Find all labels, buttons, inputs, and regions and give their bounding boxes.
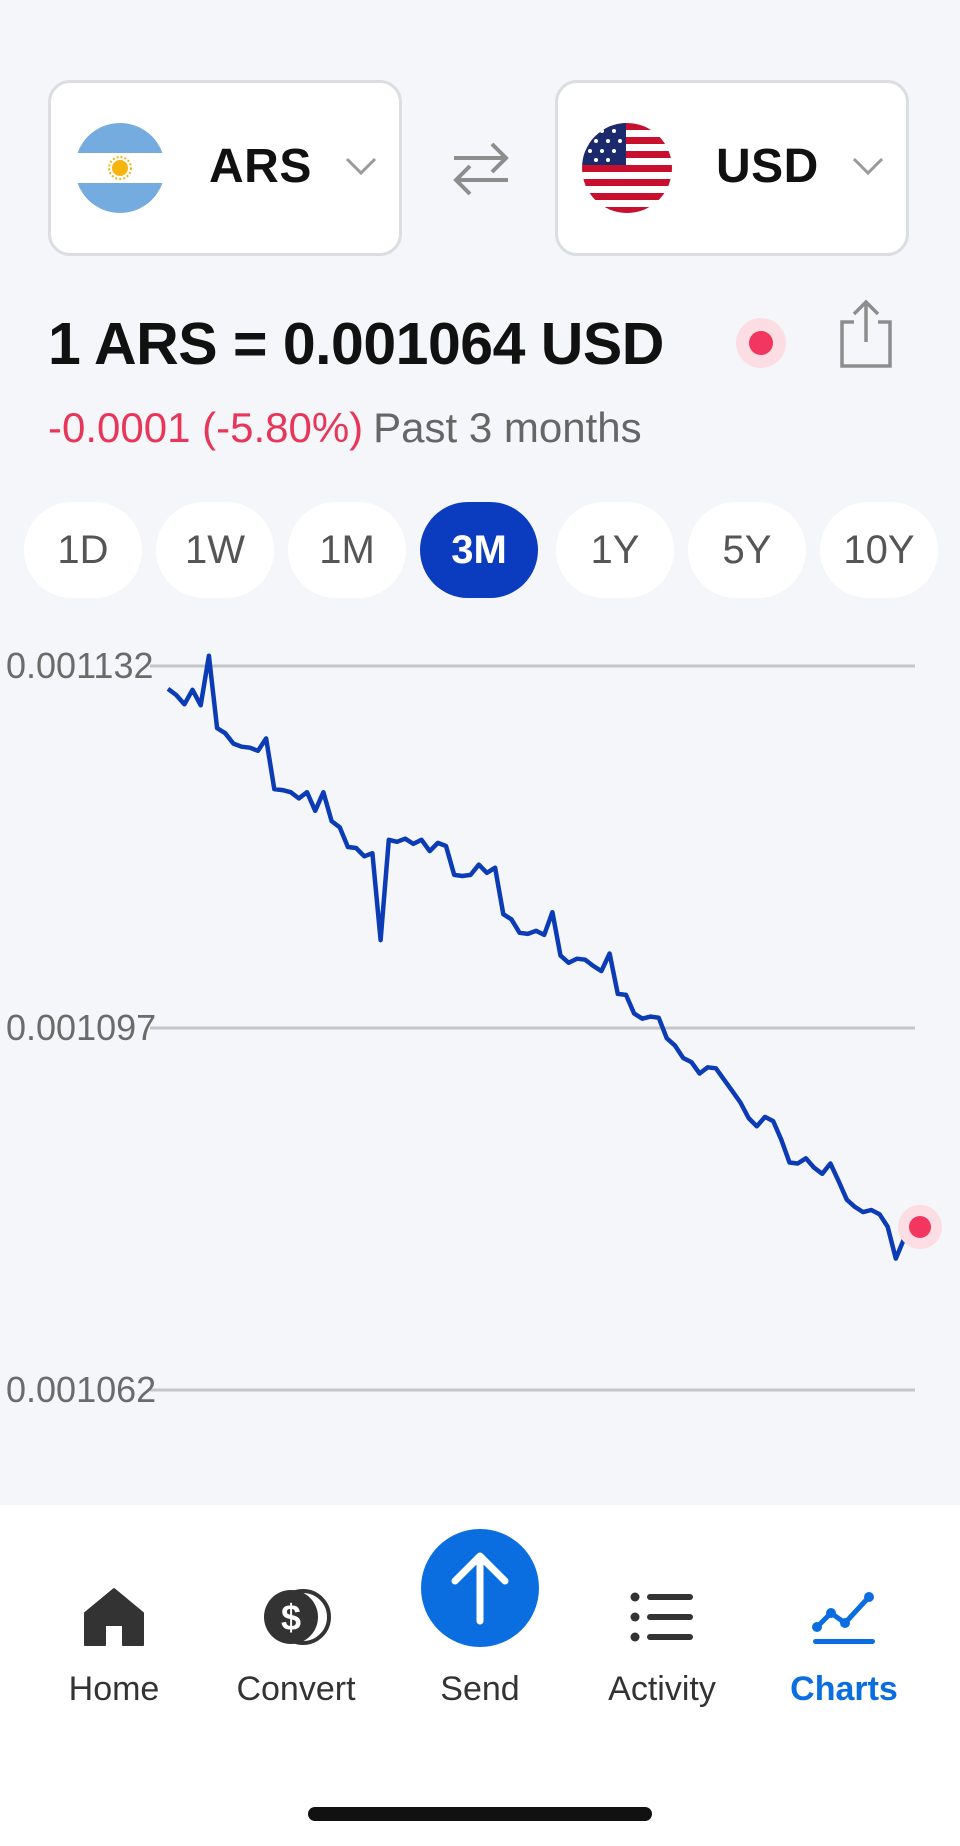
rate-change: -0.0001 (-5.80%) Past 3 months <box>48 404 642 452</box>
to-currency-code: USD <box>716 140 819 193</box>
tab-1m[interactable]: 1M <box>288 502 406 598</box>
list-icon <box>630 1592 693 1642</box>
swap-currencies-icon[interactable] <box>448 138 514 198</box>
tab-1y[interactable]: 1Y <box>556 502 674 598</box>
nav-activity-label: Activity <box>608 1670 716 1708</box>
home-indicator <box>308 1807 652 1821</box>
nav-send[interactable]: Send <box>390 1505 570 1725</box>
share-icon[interactable] <box>836 298 896 372</box>
nav-charts[interactable]: Charts <box>754 1505 934 1725</box>
y-tick-label: 0.001062 <box>6 1369 156 1410</box>
chevron-down-icon <box>345 157 377 176</box>
y-tick-label: 0.001132 <box>6 645 153 686</box>
convert-coin-icon: $ <box>264 1589 331 1645</box>
tab-3m[interactable]: 3M <box>420 502 538 598</box>
nav-activity[interactable]: Activity <box>572 1505 752 1725</box>
nav-send-label: Send <box>440 1670 520 1708</box>
rate-chart[interactable]: 0.001132 0.001097 0.001062 <box>0 620 960 1420</box>
to-currency-selector[interactable]: USD <box>555 80 909 256</box>
bottom-navigation: Home $ Convert Send Activity <box>0 1505 960 1846</box>
usa-flag-icon <box>582 123 672 213</box>
live-indicator-icon <box>736 318 786 368</box>
from-currency-code: ARS <box>209 140 312 193</box>
rate-change-value: -0.0001 (-5.80%) <box>48 404 364 451</box>
rate-change-period: Past 3 months <box>373 404 642 451</box>
nav-home-label: Home <box>68 1670 160 1708</box>
tab-1d[interactable]: 1D <box>24 502 142 598</box>
from-currency-selector[interactable]: ARS <box>48 80 402 256</box>
svg-text:$: $ <box>281 1597 301 1638</box>
exchange-rate: 1 ARS = 0.001064 USD <box>48 311 664 377</box>
tab-1w[interactable]: 1W <box>156 502 274 598</box>
chart-line-icon <box>812 1592 875 1644</box>
send-arrow-icon <box>451 1552 509 1625</box>
y-tick-label: 0.001097 <box>6 1007 156 1048</box>
last-point-marker <box>909 1215 931 1238</box>
chevron-down-icon <box>852 157 884 176</box>
nav-charts-label: Charts <box>790 1670 898 1708</box>
home-icon <box>84 1588 144 1646</box>
argentina-flag-icon <box>75 123 165 213</box>
tab-10y[interactable]: 10Y <box>820 502 938 598</box>
nav-convert-label: Convert <box>236 1670 356 1708</box>
send-button[interactable] <box>421 1529 539 1647</box>
nav-home[interactable]: Home <box>24 1505 204 1725</box>
tab-5y[interactable]: 5Y <box>688 502 806 598</box>
range-tabs: 1D 1W 1M 3M 1Y 5Y 10Y <box>0 502 960 598</box>
nav-convert[interactable]: $ Convert <box>206 1505 386 1725</box>
rate-series-line <box>166 653 907 1261</box>
